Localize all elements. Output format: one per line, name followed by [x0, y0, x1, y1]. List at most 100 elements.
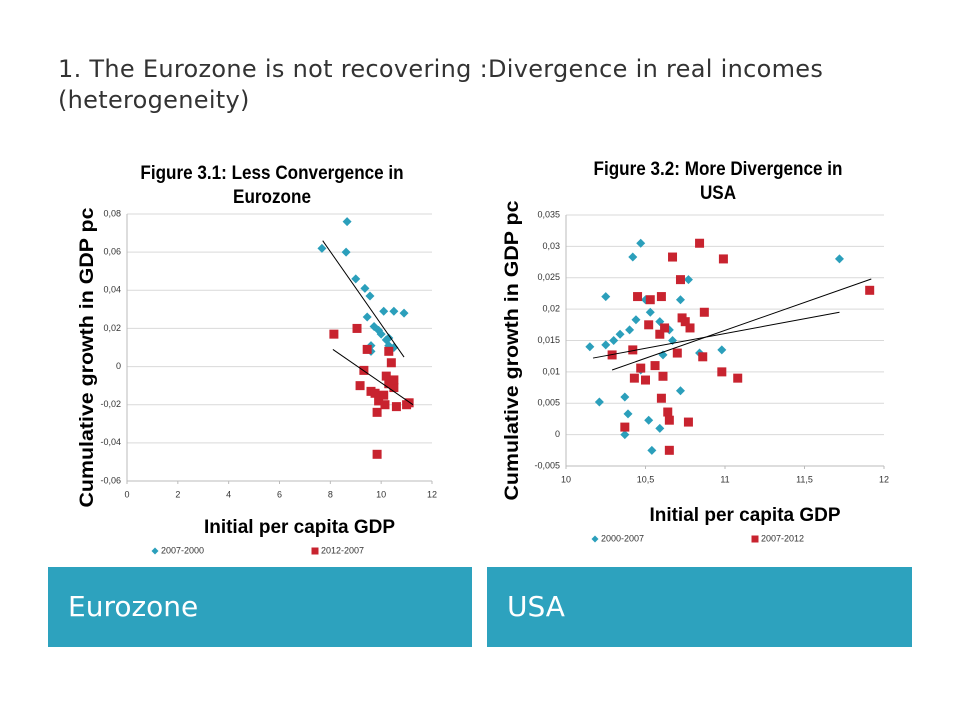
x-tick-label: 10 — [561, 474, 571, 484]
y-tick-label: 0 — [116, 361, 121, 371]
data-point — [379, 390, 389, 400]
data-point — [623, 409, 633, 419]
y-tick-label: 0,08 — [103, 208, 121, 218]
x-tick-label: 6 — [277, 489, 282, 499]
y-tick-label: 0,03 — [542, 241, 560, 251]
x-tick-label: 4 — [226, 489, 231, 499]
legend-label: 2000-2007 — [601, 533, 644, 543]
data-point — [381, 371, 391, 381]
data-point — [351, 274, 361, 284]
data-point — [698, 352, 708, 362]
data-point — [733, 373, 743, 383]
data-point — [644, 415, 654, 425]
y-tick-label: -0,04 — [100, 437, 121, 447]
data-point — [620, 430, 630, 440]
data-point — [389, 383, 399, 393]
data-point — [656, 393, 666, 403]
legend-marker — [751, 535, 759, 543]
data-point — [374, 396, 384, 406]
data-point — [384, 333, 394, 343]
data-point — [376, 329, 386, 339]
y-tick-label: 0,005 — [537, 398, 560, 408]
data-point — [585, 342, 595, 352]
data-point — [372, 449, 382, 459]
data-point — [660, 323, 670, 333]
data-point — [386, 358, 396, 368]
x-axis-title: Initial per capita GDP — [204, 517, 395, 538]
data-point — [391, 402, 401, 412]
trendline — [332, 348, 414, 406]
data-point — [717, 345, 727, 355]
data-point — [675, 275, 685, 285]
data-point — [317, 243, 327, 253]
data-point — [389, 375, 399, 385]
data-point — [631, 315, 641, 325]
data-point — [384, 346, 394, 356]
y-tick-label: 0,02 — [542, 304, 560, 314]
y-axis-title: Cumulative growth in GDP pc — [77, 207, 98, 507]
legend-label: 2012-2007 — [321, 545, 364, 555]
data-point — [685, 323, 695, 333]
data-point — [683, 275, 693, 285]
data-point — [341, 247, 351, 257]
data-point — [389, 306, 399, 316]
data-point — [404, 398, 414, 408]
chart-title: Figure 3.1: Less Convergence in Eurozone — [140, 163, 404, 208]
label-box: USA — [487, 567, 912, 647]
data-point — [663, 407, 673, 417]
data-point — [601, 292, 611, 302]
data-point — [384, 379, 394, 389]
x-tick-label: 8 — [328, 489, 333, 499]
data-point — [865, 285, 875, 295]
data-point — [362, 312, 372, 322]
x-tick-label: 12 — [427, 489, 437, 499]
data-point — [370, 388, 380, 398]
data-point — [641, 375, 650, 385]
data-point — [609, 336, 619, 345]
data-point — [655, 423, 665, 433]
trendline — [592, 311, 840, 359]
y-tick-label: -0,005 — [534, 460, 560, 470]
data-point — [695, 238, 705, 248]
data-point — [601, 340, 611, 350]
slide-title: 1. The Eurozone is not recovering :Diver… — [58, 55, 824, 114]
y-tick-label: 0,01 — [542, 366, 560, 376]
legend-marker — [151, 547, 159, 555]
y-tick-label: 0,02 — [103, 323, 121, 333]
data-point — [672, 348, 682, 358]
legend-label: 2007-2012 — [761, 533, 804, 543]
data-point — [636, 363, 646, 373]
data-point — [365, 291, 375, 301]
data-point — [594, 397, 604, 407]
x-tick-label: 10,5 — [637, 474, 655, 484]
data-point — [636, 238, 646, 248]
y-tick-label: -0,06 — [100, 475, 121, 485]
data-point — [655, 329, 665, 339]
x-axis-title: Initial per capita GDP — [649, 505, 840, 526]
data-point — [628, 345, 638, 355]
data-point — [615, 329, 625, 339]
y-tick-label: 0,035 — [537, 209, 560, 219]
y-tick-label: 0,015 — [537, 335, 560, 345]
data-point — [360, 283, 370, 293]
chart-title: Figure 3.2: More Divergence in USA — [593, 159, 843, 204]
data-point — [379, 306, 389, 316]
y-tick-label: 0,025 — [537, 272, 560, 282]
x-tick-label: 11 — [720, 474, 729, 484]
y-tick-label: -0,02 — [100, 399, 121, 409]
data-point — [683, 417, 693, 427]
x-tick-label: 12 — [879, 474, 889, 484]
data-point — [680, 317, 690, 327]
data-point — [620, 422, 630, 432]
legend-marker — [591, 535, 599, 543]
data-point — [664, 415, 674, 425]
data-point — [342, 217, 352, 227]
data-point — [329, 329, 339, 339]
trendline — [611, 278, 872, 371]
legend-marker — [311, 547, 319, 555]
x-tick-label: 2 — [175, 489, 180, 499]
data-point — [633, 292, 643, 302]
data-point — [355, 381, 365, 391]
data-point — [625, 325, 635, 335]
